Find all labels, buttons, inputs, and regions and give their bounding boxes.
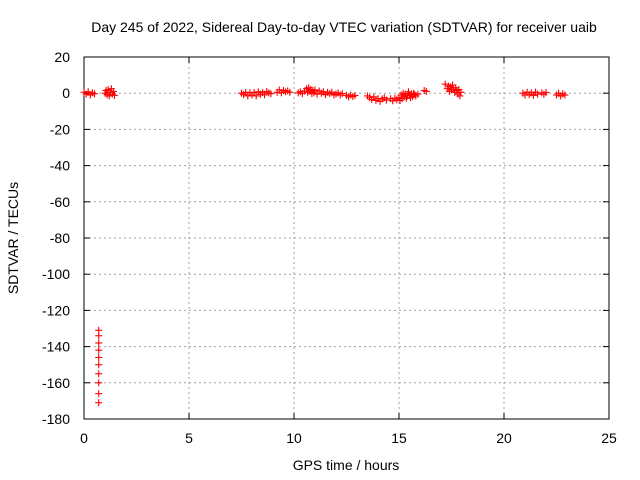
y-tick-label: -100 (42, 266, 70, 282)
data-point (542, 88, 550, 96)
y-axis-label: SDTVAR / TECUs (5, 182, 21, 294)
data-point (252, 92, 260, 100)
data-point (95, 390, 103, 398)
data-point (109, 87, 117, 95)
data-point (95, 370, 103, 378)
data-point (95, 332, 103, 340)
data-point (456, 92, 464, 100)
axis-ticks: 0 5 10 15 20 25 20 0 -20 -40 -60 -80 -100 -120 -140 -16… (42, 49, 617, 446)
data-point (351, 92, 359, 100)
data-point (91, 90, 98, 98)
y-tick-label: -160 (42, 375, 70, 391)
data-point (95, 339, 103, 347)
data-point (382, 96, 390, 104)
data-point (95, 346, 103, 354)
data-point (267, 90, 275, 98)
y-tick-label: -120 (42, 302, 70, 318)
y-tick-label: -60 (50, 194, 70, 210)
data-point (422, 87, 430, 95)
x-tick-label: 20 (496, 430, 512, 446)
y-tick-label: -180 (42, 411, 70, 427)
data-point (95, 361, 103, 369)
data-point (370, 93, 378, 101)
y-tick-label: -20 (50, 121, 70, 137)
data-point (338, 90, 346, 98)
data-points (80, 80, 569, 407)
data-point (95, 379, 103, 387)
x-tick-label: 5 (185, 430, 193, 446)
y-tick-label: -140 (42, 339, 70, 355)
x-tick-label: 25 (601, 430, 617, 446)
data-point (561, 91, 569, 99)
data-point (457, 88, 465, 96)
data-point (286, 88, 294, 96)
y-tick-label: 0 (62, 85, 70, 101)
y-tick-label: -40 (50, 158, 70, 174)
grid (84, 57, 609, 419)
y-tick-label: -80 (50, 230, 70, 246)
data-point (534, 90, 542, 98)
x-tick-label: 10 (286, 430, 302, 446)
data-point (311, 86, 319, 94)
data-point (110, 91, 118, 99)
x-tick-label: 15 (391, 430, 407, 446)
x-tick-label: 0 (80, 430, 88, 446)
data-point (310, 89, 318, 97)
plot-frame (83, 56, 610, 420)
chart-title: Day 245 of 2022, Sidereal Day-to-day VTE… (91, 19, 597, 35)
data-point (95, 399, 103, 407)
data-point (414, 90, 422, 98)
x-axis-label: GPS time / hours (293, 457, 400, 473)
y-tick-label: 20 (54, 49, 70, 65)
data-point (95, 353, 103, 361)
